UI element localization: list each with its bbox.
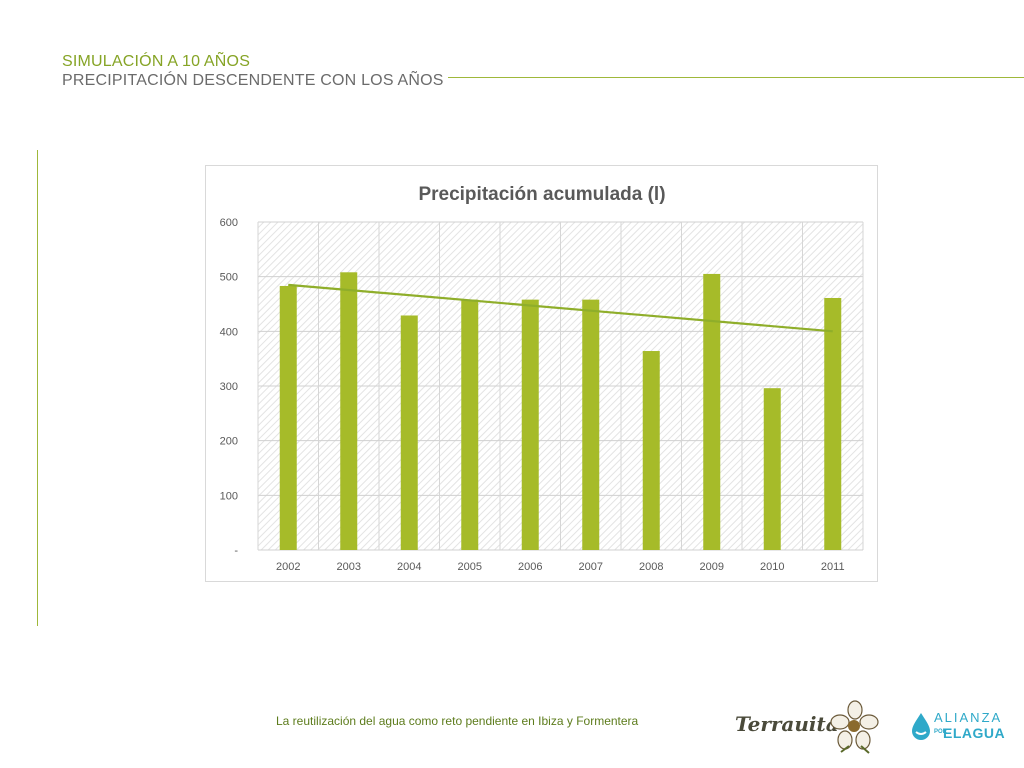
x-tick-label: 2007 [579,561,603,573]
alianza-por-word: POR [934,729,948,735]
chart-container: Precipitación acumulada (l) - 100 200 300 40… [205,165,878,582]
precipitation-chart: Precipitación acumulada (l) - 100 200 300 40… [220,184,864,573]
y-tick-label: 100 [220,490,238,502]
bar-2007 [582,299,600,550]
y-tick-label: 600 [220,217,238,229]
chart-title: Precipitación acumulada (l) [418,184,665,205]
terrauita-logo: Terrauita [733,698,883,754]
trend-line [288,283,833,333]
bar-2004 [400,315,418,550]
bar-2010 [763,388,781,550]
x-tick-label: 2009 [700,561,724,573]
bar-2006 [521,299,539,550]
bar-2003 [340,272,358,550]
y-tick-label: 300 [220,381,238,393]
x-tick-label: 2002 [276,561,300,573]
slide-title: SIMULACIÓN A 10 AÑOS [62,53,251,70]
x-tick-label: 2006 [518,561,542,573]
x-tick-label: 2008 [639,561,663,573]
alianza-word: ALIANZA [934,710,1003,725]
bar-2005 [461,299,479,550]
x-tick-label: 2011 [821,561,845,573]
header-divider [448,77,1024,78]
flower-icon [830,700,879,754]
footer-caption: La reutilización del agua como reto pend… [276,714,639,728]
slide-subtitle: PRECIPITACIÓN DESCENDENTE CON LOS AÑOS [62,72,444,89]
y-tick-label: - [234,545,238,557]
bar-2011 [824,297,842,550]
y-tick-label: 500 [220,272,238,284]
x-tick-label: 2005 [458,561,482,573]
bar-2009 [703,273,721,550]
bar-2008 [642,351,660,550]
x-tick-label: 2003 [337,561,361,573]
y-tick-label: 400 [220,326,238,338]
terrauita-wordmark: Terrauita [735,712,839,736]
bar-2002 [279,285,297,550]
x-tick-label: 2010 [760,561,784,573]
left-accent-line [37,150,38,626]
alianza-por-el-agua-logo: ALIANZA POR ELAGUA [910,710,1020,742]
water-drop-icon [912,713,930,740]
x-tick-label: 2004 [397,561,421,573]
elagua-word: ELAGUA [943,725,1006,741]
y-tick-label: 200 [220,436,238,448]
